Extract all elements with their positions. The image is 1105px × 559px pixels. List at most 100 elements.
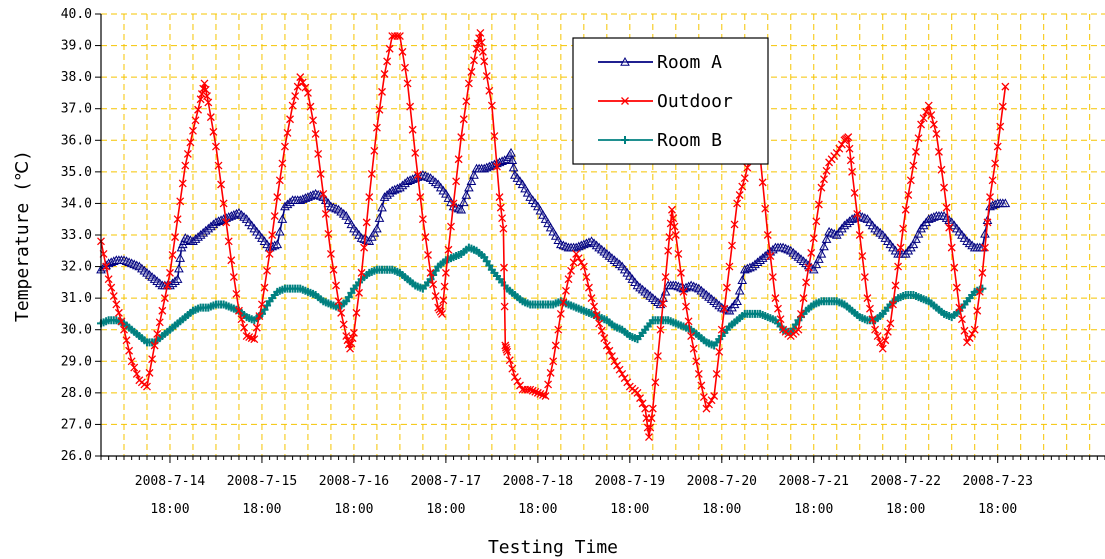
data-point-outdoor [894, 262, 903, 271]
data-point-outdoor [526, 385, 535, 394]
data-point-outdoor [733, 199, 742, 208]
data-point-outdoor [462, 97, 471, 106]
data-point-outdoor [439, 296, 448, 305]
x-tick-date-label: 2008-7-16 [319, 474, 389, 489]
data-point-outdoor [117, 317, 126, 326]
data-point-outdoor [597, 326, 606, 335]
data-point-outdoor [493, 162, 501, 171]
data-point-room-a [814, 254, 824, 263]
data-point-outdoor [922, 107, 931, 116]
data-point-outdoor [768, 273, 777, 282]
data-point-outdoor [365, 193, 374, 202]
data-point-outdoor [496, 203, 505, 212]
data-point-outdoor [237, 315, 246, 324]
data-point-outdoor [383, 57, 392, 66]
data-point-room-a [172, 274, 183, 283]
data-point-outdoor [574, 254, 583, 263]
data-point-outdoor [329, 265, 338, 274]
data-point-outdoor [602, 341, 611, 350]
data-point-outdoor [395, 32, 404, 41]
data-point-outdoor [252, 323, 261, 332]
data-point-outdoor [168, 251, 177, 259]
data-point-room-a [506, 147, 516, 157]
data-point-outdoor [648, 404, 657, 413]
data-point-outdoor [234, 306, 243, 315]
data-point-room-a [819, 241, 829, 251]
data-point-outdoor [853, 209, 862, 218]
data-point-room-a [126, 258, 137, 268]
data-point-room-a [119, 255, 129, 264]
data-point-outdoor [132, 369, 141, 378]
data-point-outdoor [536, 389, 545, 398]
data-point-room-a [469, 169, 479, 179]
data-point-outdoor [260, 283, 269, 292]
data-point-room-a [131, 260, 142, 270]
data-point-outdoor [794, 325, 803, 334]
data-point-outdoor [355, 288, 363, 297]
data-point-room-a [310, 188, 321, 198]
data-point-outdoor [406, 102, 415, 111]
data-point-outdoor [705, 400, 713, 409]
data-point-outdoor [676, 268, 685, 277]
data-point-room-a [366, 232, 377, 241]
data-point-outdoor [352, 308, 361, 317]
data-point-outdoor [500, 302, 509, 311]
data-point-outdoor [378, 87, 386, 96]
data-point-room-a [826, 227, 837, 237]
data-point-outdoor [697, 381, 706, 390]
data-point-outdoor [940, 183, 949, 192]
data-point-outdoor [909, 161, 918, 170]
data-point-room-a [811, 259, 822, 269]
x-tick-date-label: 2008-7-22 [871, 474, 941, 489]
data-point-outdoor [955, 303, 964, 312]
data-point-outdoor [470, 56, 478, 65]
data-point-outdoor [189, 126, 197, 135]
data-point-room-a [374, 213, 385, 222]
data-point-outdoor [413, 171, 422, 179]
legend-swatch-marker-room-a [620, 56, 630, 66]
data-point-outdoor [203, 92, 211, 101]
y-tick-label: 30.0 [61, 323, 92, 338]
x-tick-date-label: 2008-7-15 [227, 474, 297, 489]
data-point-room-a [913, 228, 924, 238]
data-point-outdoor [710, 392, 719, 400]
data-point-outdoor [495, 193, 504, 202]
data-point-outdoor [303, 88, 312, 97]
data-point-outdoor [398, 47, 407, 56]
data-point-outdoor [572, 249, 581, 258]
data-point-outdoor [143, 382, 151, 391]
data-point-outdoor [490, 132, 499, 141]
data-point-outdoor [125, 346, 134, 355]
data-point-outdoor [868, 315, 877, 324]
data-point-outdoor [942, 203, 951, 212]
data-point-outdoor [641, 404, 650, 413]
data-point-outdoor [326, 249, 335, 258]
data-point-room-a [356, 233, 367, 242]
data-point-room-a [364, 236, 375, 246]
x-tick-date-label: 2008-7-20 [687, 474, 757, 489]
data-point-outdoor [848, 167, 857, 176]
y-tick-label: 37.0 [61, 102, 92, 117]
data-point-outdoor [528, 386, 537, 395]
data-point-outdoor [1001, 82, 1010, 91]
legend-swatch-marker-outdoor [621, 97, 629, 105]
data-point-outdoor [988, 176, 997, 185]
x-tick-time-label: 18:00 [794, 502, 833, 517]
data-point-room-a [507, 155, 518, 164]
data-point-room-b [342, 297, 351, 306]
data-point-outdoor [720, 304, 729, 313]
data-point-outdoor [459, 115, 468, 124]
data-point-outdoor [715, 347, 724, 356]
data-point-outdoor [204, 98, 213, 107]
x-tick-time-label: 18:00 [610, 502, 649, 517]
data-point-outdoor [975, 287, 984, 296]
data-point-outdoor [214, 161, 223, 170]
data-point-outdoor [242, 332, 251, 340]
data-point-outdoor [881, 336, 890, 345]
data-point-room-b [263, 301, 272, 310]
data-point-outdoor [306, 102, 315, 111]
data-point-outdoor [766, 252, 775, 261]
data-point-outdoor [104, 275, 113, 284]
data-point-outdoor [647, 414, 656, 423]
